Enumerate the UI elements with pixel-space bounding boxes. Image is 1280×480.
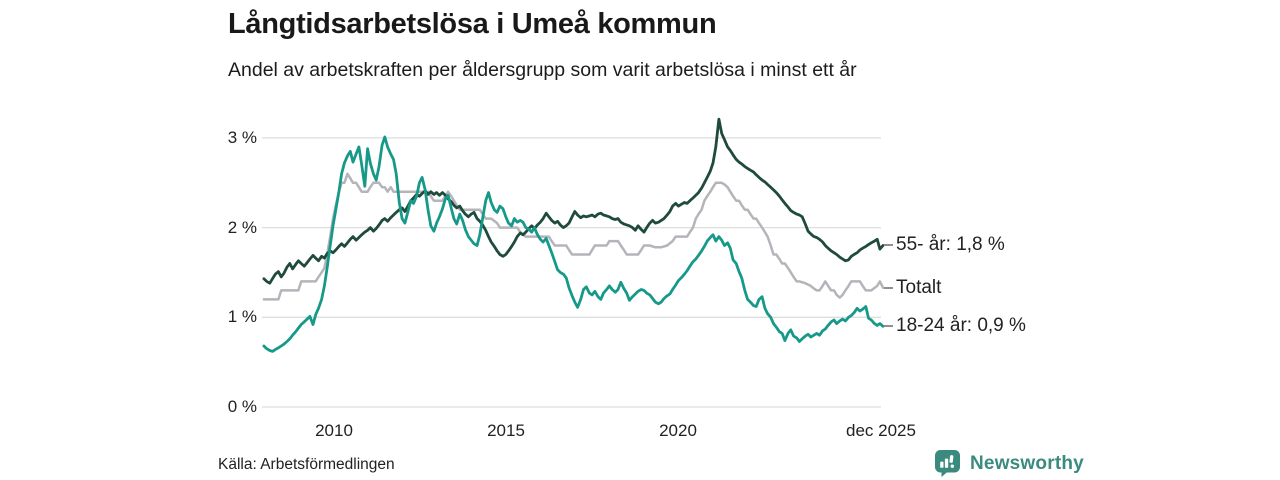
- y-axis-tick-3: 3 %: [227, 128, 257, 147]
- page-title: Långtidsarbetslösa i Umeå kommun: [228, 8, 717, 40]
- legend-label-total: Totalt: [896, 277, 942, 298]
- newsworthy-logo-icon: [935, 450, 960, 477]
- source-note: Källa: Arbetsförmedlingen: [218, 456, 395, 473]
- x-axis-tick-2020: 2020: [659, 421, 697, 440]
- legend-item-18-24: 18-24 år: 0,9 %: [884, 312, 1026, 340]
- series-line-18-24-r: [262, 135, 885, 353]
- leader-dash-icon: [884, 244, 893, 246]
- brand-name: Newsworthy: [970, 452, 1084, 474]
- leader-dash-icon: [884, 325, 893, 327]
- leader-dash-icon: [884, 287, 893, 289]
- newsworthy-brand: Newsworthy: [934, 449, 1084, 478]
- legend-item-55-plus: 55- år: 1,8 %: [884, 231, 1005, 259]
- legend-item-total: Totalt: [884, 274, 941, 302]
- y-axis-tick-0: 0 %: [227, 397, 257, 416]
- y-axis-tick-1: 1 %: [227, 307, 257, 326]
- legend-label-55-plus: 55- år: 1,8 %: [896, 234, 1005, 255]
- legend-label-18-24: 18-24 år: 0,9 %: [896, 315, 1026, 336]
- series-line-totalt: [262, 172, 885, 301]
- x-axis-tick-2015: 2015: [487, 421, 525, 440]
- page-subtitle: Andel av arbetskraften per åldersgrupp s…: [228, 59, 857, 81]
- series-line-55-r: [262, 117, 885, 285]
- y-axis-tick-2: 2 %: [227, 218, 257, 237]
- x-axis-tick-dec-2025: dec 2025: [846, 421, 916, 440]
- x-axis-tick-2010: 2010: [315, 421, 353, 440]
